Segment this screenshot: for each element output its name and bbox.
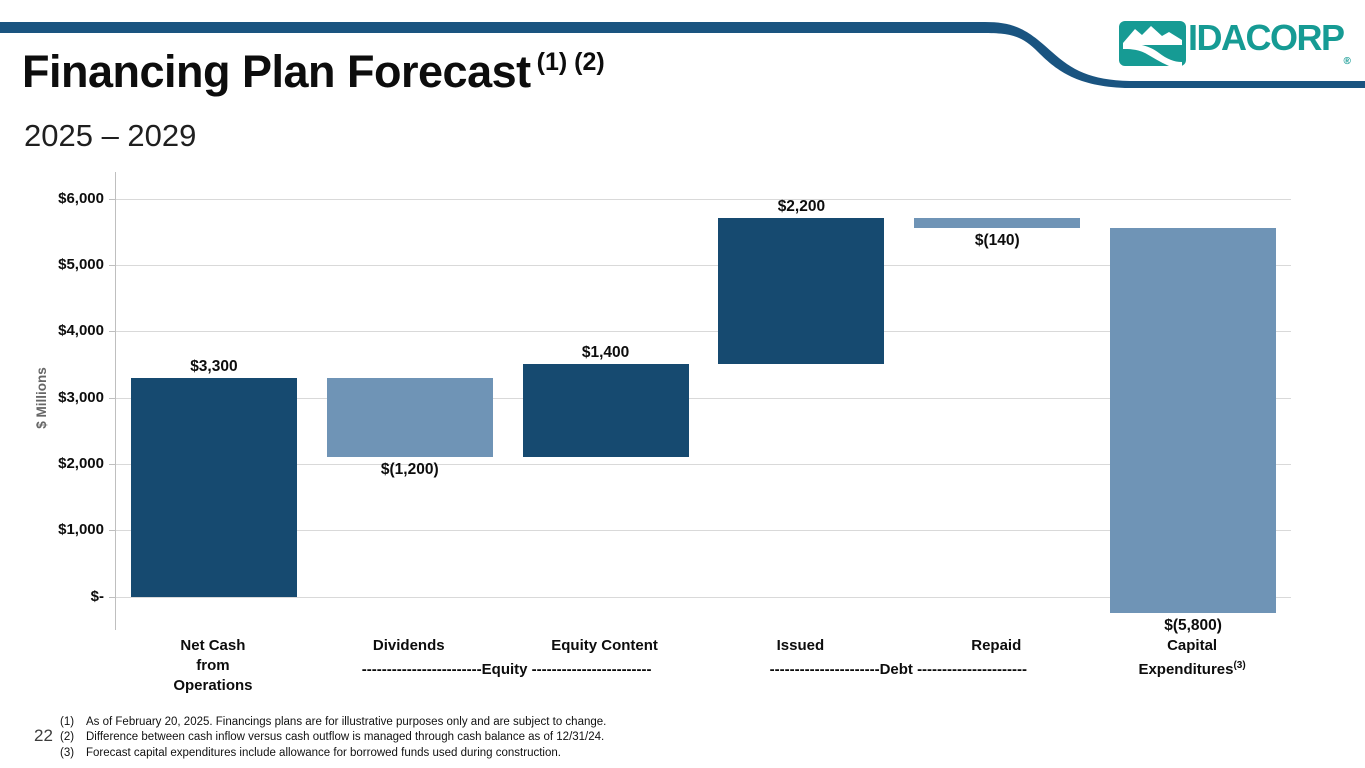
gridline-0 bbox=[116, 596, 1291, 598]
category-label-5: Capital Expenditures(3) bbox=[1138, 637, 1246, 678]
bar-5 bbox=[1110, 227, 1277, 613]
bar-4 bbox=[914, 218, 1081, 228]
tickmark-4000 bbox=[109, 331, 116, 333]
gridline-5000 bbox=[116, 264, 1291, 266]
value-label-4: $(140) bbox=[974, 231, 1020, 249]
tickmark-0 bbox=[109, 596, 116, 598]
gridline-1000 bbox=[116, 530, 1291, 532]
footnote-1: (1) As of February 20, 2025. Financings … bbox=[60, 715, 606, 730]
bar-3 bbox=[718, 218, 885, 365]
ribbon-shape bbox=[0, 22, 1365, 88]
category-label-1: Dividends bbox=[372, 637, 445, 654]
gridline-3000 bbox=[116, 397, 1291, 399]
bar-2 bbox=[522, 364, 689, 458]
y-tick-label: $1,000 bbox=[58, 521, 104, 539]
footnote-3-num: (3) bbox=[60, 746, 75, 759]
chart-plot-area: $6,000 $5,000 $4,000 $3,000 $2,000 $1,000 $- $3… bbox=[58, 172, 1291, 634]
footnote-2: (2) Difference between cash inflow versu… bbox=[60, 730, 606, 745]
footnote-1-text: As of February 20, 2025. Financings plan… bbox=[86, 716, 607, 728]
idacorp-logo: IDACORP® bbox=[1119, 17, 1351, 67]
gridline-4000 bbox=[116, 331, 1291, 333]
y-tick-label: $4,000 bbox=[58, 322, 104, 340]
value-label-5: $(5,800) bbox=[1164, 616, 1222, 634]
group-divider-0: ------------------------Equity ---------… bbox=[361, 661, 652, 678]
page-number: 22 bbox=[34, 726, 53, 745]
category-label-2: Equity Content bbox=[551, 637, 658, 654]
title-block: Financing Plan Forecast (1) (2) bbox=[22, 46, 605, 98]
y-tick-label: $3,000 bbox=[58, 388, 104, 406]
y-tick-label: $6,000 bbox=[58, 189, 104, 207]
bar-1 bbox=[326, 377, 493, 458]
idacorp-logo-text: IDACORP® bbox=[1188, 17, 1351, 67]
category-label-0: Net Cash from Operations bbox=[173, 637, 253, 694]
title-footnote-refs: (1) (2) bbox=[536, 48, 605, 76]
footnote-3: (3) Forecast capital expenditures includ… bbox=[60, 746, 606, 761]
header-ribbon bbox=[0, 22, 1365, 88]
footnote-3-text: Forecast capital expenditures include al… bbox=[86, 746, 561, 759]
tickmark-3000 bbox=[109, 397, 116, 399]
gridline-2000 bbox=[116, 464, 1291, 466]
category-footnote-ref: (3) bbox=[1233, 660, 1246, 671]
registered-mark: ® bbox=[1343, 56, 1351, 67]
tickmark-5000 bbox=[109, 264, 116, 266]
tickmark-1000 bbox=[109, 530, 116, 532]
footnote-2-num: (2) bbox=[60, 731, 75, 744]
category-label-3: Issued bbox=[776, 637, 825, 654]
group-divider-1: ----------------------Debt -------------… bbox=[769, 661, 1027, 678]
footnote-2-text: Difference between cash inflow versus ca… bbox=[86, 731, 605, 744]
value-label-1: $(1,200) bbox=[380, 461, 439, 479]
value-label-3: $2,200 bbox=[777, 198, 826, 216]
tickmark-2000 bbox=[109, 464, 116, 466]
subtitle-years: 2025 – 2029 bbox=[24, 118, 197, 153]
value-label-0: $3,300 bbox=[190, 357, 238, 375]
category-label-4: Repaid bbox=[971, 637, 1022, 654]
y-tick-label: $5,000 bbox=[58, 255, 104, 273]
y-tick-label: $- bbox=[90, 587, 104, 605]
footnote-1-num: (1) bbox=[60, 716, 75, 728]
page-title: Financing Plan Forecast bbox=[22, 46, 531, 97]
value-label-2: $1,400 bbox=[581, 344, 630, 362]
y-tick-label: $2,000 bbox=[58, 455, 104, 473]
idacorp-mountain-icon bbox=[1119, 21, 1186, 66]
footnotes: (1) As of February 20, 2025. Financings … bbox=[60, 715, 606, 761]
bar-0 bbox=[130, 377, 297, 597]
gridline-6000 bbox=[116, 198, 1291, 200]
tickmark-6000 bbox=[109, 198, 116, 200]
